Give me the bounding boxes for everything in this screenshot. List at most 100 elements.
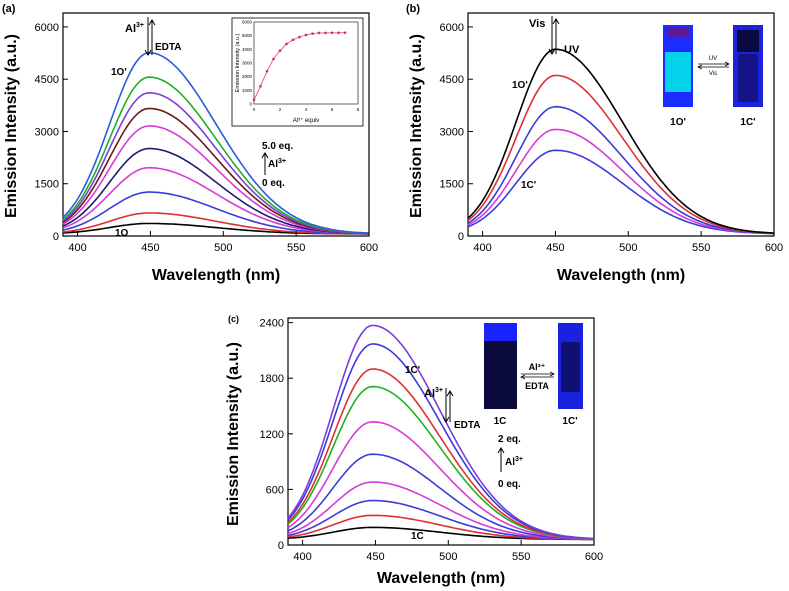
panel-a-switch-arrows-icon [144, 17, 156, 56]
panel-a-y-tick-label: 0 [53, 231, 59, 243]
panel-c-photo-arrows-icon [520, 371, 555, 380]
panel-c-curves [287, 324, 595, 541]
panel-c-x-tick-label: 500 [439, 551, 457, 563]
panel-a-x-tick-label: 600 [360, 242, 378, 254]
panel-c-vial-body-1cp [561, 342, 580, 392]
panel-a-y-tick-label: 1500 [35, 179, 59, 191]
panel-c-y-tick-label: 1800 [260, 373, 284, 385]
panel-a-inset-point [324, 31, 327, 35]
panel-c-photos: 1C 1C' Al³⁺ EDTA [484, 323, 583, 427]
panel-c-label: (c) [228, 314, 239, 324]
panel-c-series-8 [287, 368, 595, 540]
panel-c-top-curve-label: 1C' [405, 365, 420, 376]
panel-a-y-ticks: 0 1500 3000 4500 6000 [35, 22, 68, 243]
panel-a-upper-eq-label: 5.0 eq. [262, 141, 293, 152]
panel-a-series-9 [62, 76, 370, 234]
panel-c-x-axis-label: Wavelength (nm) [377, 570, 505, 587]
panel-a-series-10 [62, 51, 370, 234]
panel-b-curves [467, 48, 775, 235]
panel-a-x-tick-label: 400 [68, 242, 86, 254]
panel-a-inset-point [278, 49, 282, 52]
panel-a-inset-x-tick-label: 6 [331, 107, 334, 112]
panel-b-series-1 [467, 149, 775, 235]
panel-c-y-tick-label: 0 [278, 540, 284, 552]
panel-b-series-4 [467, 74, 775, 234]
panel-b-y-tick-label: 4500 [440, 74, 464, 86]
panel-b-photo-caption-left: 1O' [670, 117, 686, 128]
panel-b-y-tick-label: 3000 [440, 126, 464, 138]
panel-a-inset-ticks: 0 2 4 6 8 0 1000 2000 3000 4000 5000 6000 [242, 20, 360, 113]
panel-a-top-curve-label: 1O' [111, 67, 127, 78]
panel-a-series-3 [62, 191, 369, 235]
panel-a-inset-point [298, 35, 301, 39]
panel-a-inset-x-tick-label: 8 [357, 107, 360, 112]
panel-c-y-tick-label: 600 [266, 484, 284, 496]
panel-a-x-tick-label: 450 [141, 242, 159, 254]
panel-b-series-3 [467, 105, 775, 235]
panel-a-ion-label: Al3+ [125, 22, 144, 35]
panel-b-photo-arrow-bottom-label: Vis [709, 71, 717, 77]
panel-c-photo-arrow-bottom-label: EDTA [525, 381, 549, 391]
panel-b-bottom-curve-label: 1C' [521, 180, 536, 191]
panel-a-inset-point [265, 69, 269, 73]
panel-c-series-10 [287, 324, 595, 540]
panel-b-photo-caption-right: 1C' [740, 117, 755, 128]
panel-b-y-tick-label: 0 [458, 231, 464, 243]
panel-a-inset-x-tick-label: 0 [253, 107, 256, 112]
panel-b-x-ticks: 400 450 500 550 600 [473, 231, 783, 254]
panel-a-y-tick-label: 4500 [35, 74, 59, 86]
panel-a-series-2 [62, 212, 369, 235]
panel-a-curves [62, 51, 370, 235]
panel-c-bottom-curve-label: 1C [411, 531, 424, 542]
panel-a-edta-label: EDTA [155, 42, 181, 53]
panel-a-y-tick-label: 3000 [35, 126, 59, 138]
panel-b-x-tick-label: 550 [692, 242, 710, 254]
panel-a-inset-y-tick-label: 0 [249, 102, 252, 107]
panel-c-y-tick-label: 1200 [260, 429, 284, 441]
panel-a-ion-label-2: Al3+ [268, 158, 286, 170]
panel-c-y-axis-label: Emission Intensity (a.u.) [225, 342, 242, 526]
panel-b-vial-fluorescence [665, 52, 691, 92]
panel-a-inset-y-tick-label: 5000 [242, 33, 253, 38]
panel-b-y-axis-label: Emission Intensity (a.u.) [408, 34, 425, 218]
panel-a-series-5 [62, 147, 369, 235]
panel-c-upper-eq-label: 2 eq. [498, 434, 521, 445]
panel-b: (b) 400 450 500 550 600 0 1500 3000 4500 6000 Wa… [406, 3, 783, 284]
panel-b-switch-arrows-icon [548, 16, 560, 55]
panel-c-ion-label: Al3+ [424, 387, 443, 400]
panel-c-x-tick-label: 400 [293, 551, 311, 563]
panel-a-bottom-curve-label: 1O [115, 228, 129, 239]
panel-a-x-tick-label: 550 [287, 242, 305, 254]
panel-c-y-tick-label: 2400 [260, 318, 284, 330]
panel-a-y-tick-label: 6000 [35, 22, 59, 34]
panel-b-y-ticks: 0 1500 3000 4500 6000 [440, 22, 473, 243]
panel-b-y-tick-label: 6000 [440, 22, 464, 34]
panel-b-label: (b) [406, 3, 420, 15]
panel-b-x-axis-label: Wavelength (nm) [557, 267, 685, 284]
panel-c-series-5 [287, 453, 595, 540]
panel-a-inset-x-tick-label: 4 [305, 107, 308, 112]
panel-a-inset-x-tick-label: 2 [279, 107, 282, 112]
panel-a-inset-x-label: Al³⁺ equiv [293, 117, 320, 124]
panel-c-switch-arrows-icon [442, 388, 454, 423]
panel-a-inset-point [259, 84, 262, 88]
panel-a-inset-y-tick-label: 2000 [242, 74, 253, 79]
panel-b-x-tick-label: 600 [765, 242, 783, 254]
panel-c-ion-label-2: Al3+ [505, 456, 523, 468]
panel-a-inset-point [304, 33, 308, 37]
panel-a-inset-point [252, 98, 256, 102]
panel-a-inset-y-tick-label: 3000 [242, 61, 253, 66]
panel-b-photo-arrows-icon [697, 61, 730, 70]
panel-a-frame [62, 12, 370, 237]
panel-c-photo-arrow-top-label: Al³⁺ [529, 362, 546, 372]
panel-b-x-tick-label: 400 [473, 242, 491, 254]
panel-a-inset-point [343, 31, 347, 34]
panel-b-frame [467, 12, 775, 237]
panel-a-inset-curve [252, 31, 347, 102]
panel-a-up-arrow-icon [261, 152, 269, 175]
panel-a-x-tick-label: 500 [214, 242, 232, 254]
panel-b-photos: 1O' 1C' UV Vis [663, 25, 763, 128]
panel-a-series-4 [62, 166, 369, 235]
panel-b-top-curve-label: 1O' [512, 80, 528, 91]
